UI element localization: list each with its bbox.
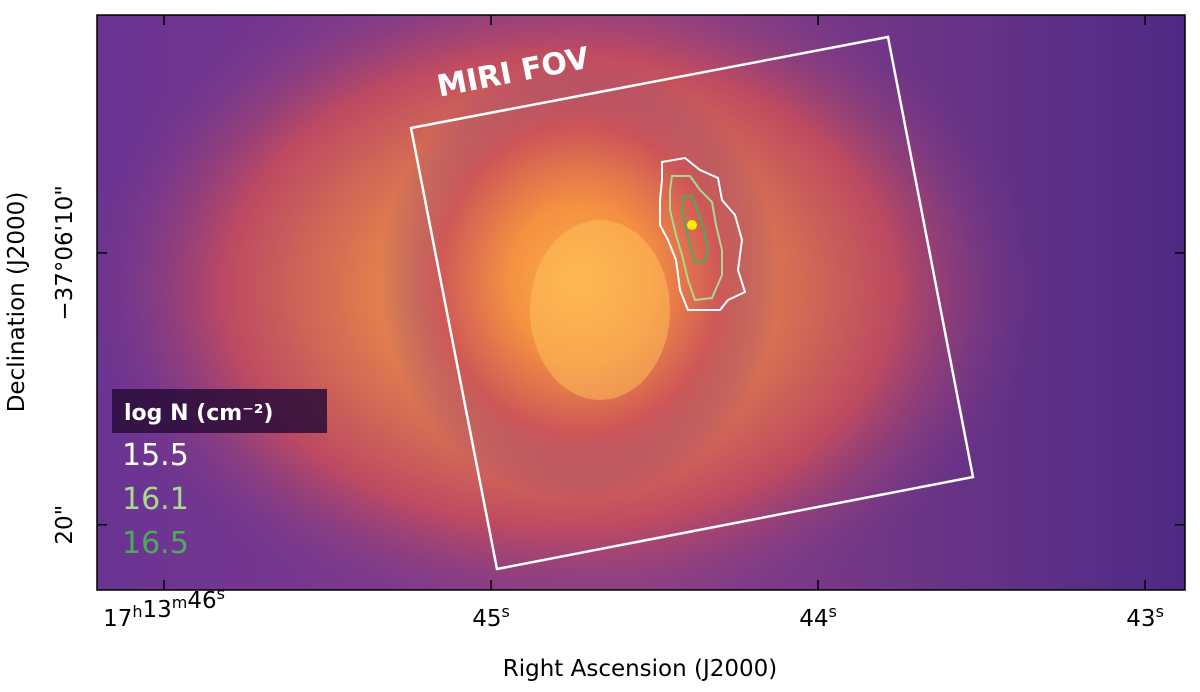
x-axis-label: Right Ascension (J2000) — [503, 656, 778, 682]
fov-box — [409, 35, 975, 571]
plot-frame — [96, 14, 1186, 591]
contour — [659, 156, 747, 311]
contour — [680, 195, 710, 263]
legend-entry: 16.5 — [122, 526, 189, 561]
source-marker — [687, 220, 697, 230]
x-tick-label: 43s — [1126, 602, 1164, 632]
x-tick-label: 45s — [472, 602, 510, 632]
legend-title: log N (cm⁻²) — [124, 401, 273, 426]
legend-entry: 15.5 — [122, 438, 189, 473]
y-tick-label: 20" — [52, 505, 78, 545]
y-axis-label: Declination (J2000) — [4, 192, 30, 413]
legend-entry: 16.1 — [122, 482, 189, 517]
sky-image — [97, 15, 1185, 590]
x-tick-label: 44s — [799, 602, 837, 632]
contour — [669, 175, 723, 302]
legend-box — [112, 389, 327, 433]
y-tick-label: −37°06'10" — [52, 185, 78, 320]
x-tick-label: 17h13m46s — [103, 584, 225, 632]
